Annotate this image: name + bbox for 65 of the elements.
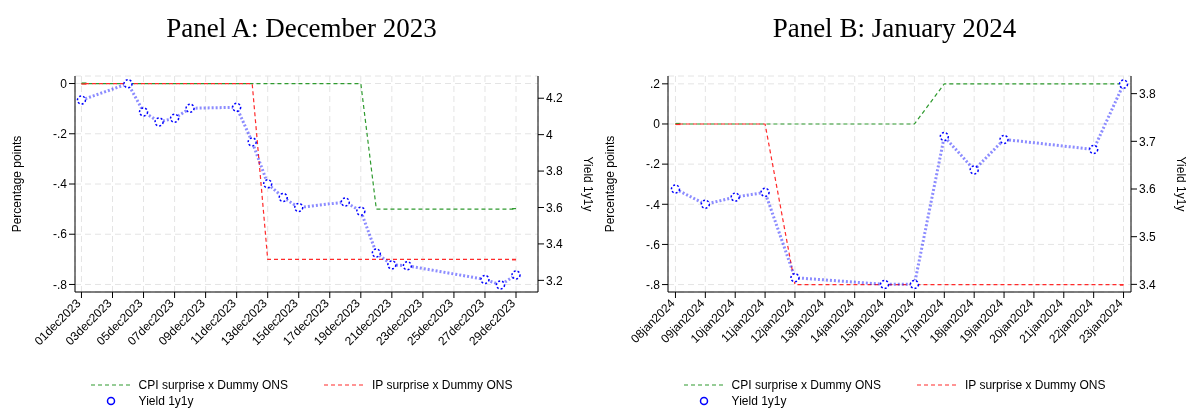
legend-label: IP surprise x Dummy ONS: [371, 378, 513, 392]
y2-tick-label: 3.6: [1139, 182, 1157, 197]
chart-title: Panel A: December 2023: [165, 12, 438, 45]
point: [999, 134, 1009, 145]
point: [402, 261, 413, 271]
point: [76, 95, 87, 105]
y2-tick-label: 3.6: [546, 200, 564, 215]
point: [154, 117, 164, 127]
point: [185, 103, 195, 113]
y-tick-label: 0: [60, 76, 68, 91]
y-axis-title: Percentage points: [10, 135, 25, 233]
point: [760, 187, 770, 198]
point: [1088, 144, 1099, 155]
point: [909, 279, 920, 290]
legend-label: Yield 1y1y: [731, 394, 787, 408]
y2-tick-label: 3.7: [1139, 134, 1157, 149]
y2-tick-label: 4.2: [546, 91, 564, 106]
y-axis-title: Percentage points: [603, 135, 618, 233]
point: [730, 192, 740, 202]
y2-tick-label: 3.8: [546, 164, 564, 179]
y-tick-label: -.2: [52, 127, 68, 142]
legend-label: CPI surprise x Dummy ONS: [138, 378, 288, 392]
point: [262, 179, 273, 189]
point: [231, 102, 242, 113]
legend-label: IP surprise x Dummy ONS: [964, 378, 1106, 392]
legend-label: CPI surprise x Dummy ONS: [731, 378, 881, 392]
point: [356, 206, 366, 216]
y-tick-label: -.8: [645, 277, 661, 292]
y-tick-label: -.4: [645, 197, 661, 212]
point: [278, 192, 288, 203]
y-tick-label: -.8: [52, 277, 68, 292]
y-tick-label: -.6: [52, 227, 68, 242]
y-tick-label: -.2: [645, 157, 661, 172]
point: [247, 137, 257, 147]
point: [340, 197, 351, 207]
point: [511, 270, 521, 280]
y-tick-label: -.4: [52, 177, 68, 192]
y2-tick-label: 3.2: [546, 273, 564, 288]
point: [293, 202, 304, 213]
y2-axis-title: Yield 1y1y: [1173, 156, 1188, 212]
point: [1118, 79, 1129, 89]
point: [169, 113, 180, 123]
y-tick-label: .2: [649, 77, 661, 92]
point: [700, 199, 711, 210]
y2-tick-label: 3.8: [1139, 86, 1157, 101]
y2-tick-label: 3.4: [546, 237, 564, 252]
point: [939, 131, 950, 142]
y2-tick-label: 3.4: [1139, 277, 1157, 292]
chart-title: Panel B: January 2024: [771, 12, 1018, 45]
y2-tick-label: 3.5: [1139, 229, 1157, 244]
point: [670, 184, 681, 194]
y2-axis-title: Yield 1y1y: [580, 156, 595, 212]
point: [138, 107, 149, 117]
point: [790, 272, 800, 283]
legend-label: Yield 1y1y: [138, 394, 194, 408]
point: [387, 260, 397, 270]
y2-tick-label: 4: [546, 127, 553, 142]
point: [969, 165, 979, 175]
y-tick-label: -.6: [645, 237, 661, 252]
point: [480, 274, 490, 285]
point: [495, 280, 506, 290]
y-tick-label: 0: [653, 117, 661, 132]
point: [879, 279, 890, 290]
point: [123, 78, 133, 89]
point: [371, 248, 382, 258]
